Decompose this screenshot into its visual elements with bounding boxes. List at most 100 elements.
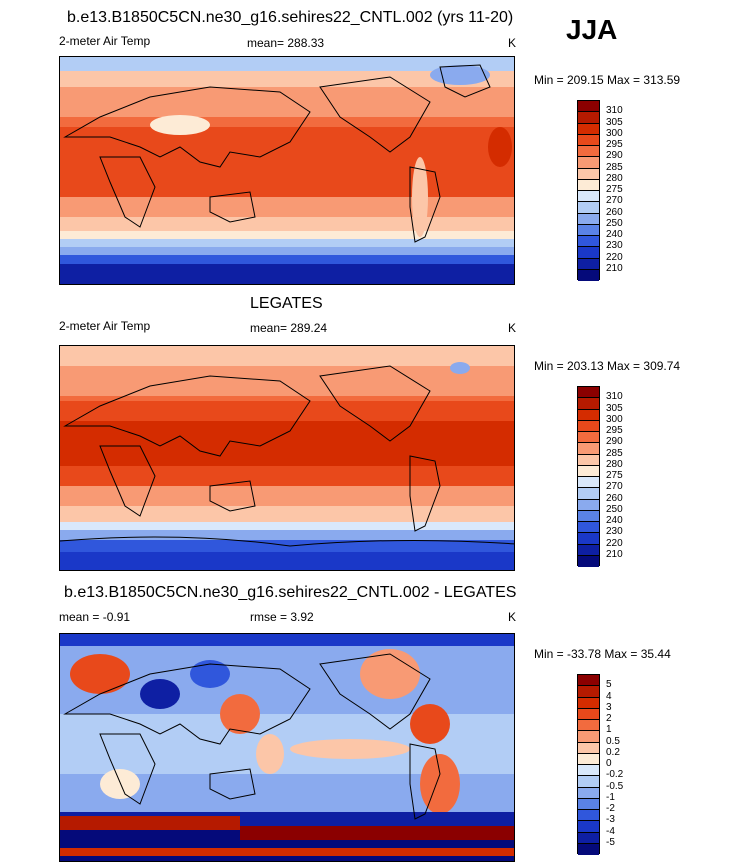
colorbar-label: 220 — [606, 537, 623, 549]
colorbar-label: 260 — [606, 492, 623, 504]
colorbar-label: 250 — [606, 217, 623, 229]
panel-3-swatch — [578, 720, 599, 732]
panel-2-swatch — [578, 387, 599, 399]
panel-1-swatch — [578, 269, 599, 281]
panel-2-swatch — [578, 398, 599, 410]
panel-2-swatch — [578, 432, 599, 444]
panel-3-units: K — [508, 610, 517, 624]
panel-3-swatch — [578, 798, 599, 810]
panel-3-title: b.e13.B1850C5CN.ne30_g16.sehires22_CNTL.… — [64, 584, 517, 601]
colorbar-label: 290 — [606, 436, 623, 448]
colorbar-label: 290 — [606, 150, 623, 162]
panel-1-swatch — [578, 213, 599, 225]
panel-2-map — [59, 345, 515, 571]
panel-3-rmse: rmse = 3.92 — [250, 610, 314, 624]
panel-3-map — [59, 633, 515, 862]
panel-3-swatch — [578, 843, 599, 855]
panel-1-minmax: Min = 209.15 Max = 313.59 — [534, 73, 681, 87]
panel-1-swatch — [578, 191, 599, 203]
season-label: JJA — [566, 14, 618, 45]
panel-2-swatch — [578, 465, 599, 477]
panel-1-swatch — [578, 123, 599, 135]
colorbar-label: 270 — [606, 195, 623, 207]
panel-1-map-field — [60, 57, 514, 284]
panel-1-units: K — [508, 36, 517, 50]
colorbar-label: 285 — [606, 447, 623, 459]
colorbar-label: 310 — [606, 391, 623, 403]
panel-2-colorbar — [577, 386, 600, 567]
panel-2-swatch — [578, 488, 599, 500]
colorbar-label: -0.5 — [606, 780, 624, 792]
panel-3-swatch — [578, 731, 599, 743]
panel-3-colorbar — [577, 674, 600, 855]
panel-1-swatch — [578, 134, 599, 146]
panel-1-swatch — [578, 236, 599, 248]
panel-2-mean: mean= 289.24 — [250, 321, 328, 335]
panel-3-mean: mean = -0.91 — [59, 610, 131, 624]
colorbar-label: 280 — [606, 458, 623, 470]
colorbar-label: 300 — [606, 413, 623, 425]
colorbar-label: 230 — [606, 526, 623, 538]
panel-1-swatch — [578, 146, 599, 158]
colorbar-label: 295 — [606, 139, 623, 150]
panel-2-swatch — [578, 443, 599, 455]
panel-2-swatch — [578, 454, 599, 466]
colorbar-label: 230 — [606, 240, 623, 252]
panel-2-swatch — [578, 499, 599, 511]
colorbar-label: 300 — [606, 127, 623, 139]
colorbar-label: 210 — [606, 262, 623, 274]
colorbar-label: 3 — [606, 701, 612, 713]
panel-2-map-field — [60, 346, 514, 570]
panel-1-swatch — [578, 179, 599, 191]
panel-3-swatch — [578, 742, 599, 754]
panel-3-swatch — [578, 697, 599, 709]
panel-3-swatch — [578, 787, 599, 799]
panel-2-swatch — [578, 420, 599, 432]
panel-1-colorbar — [577, 100, 600, 281]
panel-2-swatch — [578, 409, 599, 421]
colorbar-label: 310 — [606, 105, 623, 117]
colorbar-label: 4 — [606, 690, 612, 702]
colorbar-label: 0 — [606, 758, 612, 769]
panel-2-swatch — [578, 544, 599, 556]
colorbar-label: 220 — [606, 251, 623, 263]
panel-1-swatch — [578, 168, 599, 180]
panel-1-title: b.e13.B1850C5CN.ne30_g16.sehires22_CNTL.… — [67, 9, 514, 26]
colorbar-label: -5 — [606, 836, 615, 848]
panel-1-swatch — [578, 101, 599, 113]
panel-1-mean: mean= 288.33 — [247, 36, 325, 50]
panel-2-swatch — [578, 555, 599, 567]
colorbar-label: 260 — [606, 206, 623, 218]
panel-2-swatch — [578, 522, 599, 534]
panel-1-swatch — [578, 224, 599, 236]
colorbar-label: 0.2 — [606, 746, 620, 758]
colorbar-label: 0.5 — [606, 735, 620, 747]
colorbar-label: 305 — [606, 402, 623, 414]
colorbar-label: 280 — [606, 172, 623, 184]
panel-1-swatch — [578, 112, 599, 124]
panel-3-swatch — [578, 832, 599, 844]
colorbar-label: -0.2 — [606, 769, 624, 781]
colorbar-label: -1 — [606, 791, 615, 803]
colorbar-label: 240 — [606, 515, 623, 526]
colorbar-label: 295 — [606, 425, 623, 436]
panel-2-minmax: Min = 203.13 Max = 309.74 — [534, 359, 681, 373]
colorbar-label: 270 — [606, 481, 623, 493]
panel-3-swatch — [578, 708, 599, 720]
panel-2-units: K — [508, 321, 517, 335]
colorbar-label: -4 — [606, 825, 615, 837]
colorbar-label: 5 — [606, 679, 612, 691]
panel-3-map-field — [60, 634, 514, 861]
panel-3-minmax: Min = -33.78 Max = 35.44 — [534, 647, 671, 661]
panel-2-swatch — [578, 477, 599, 489]
panel-1-swatch — [578, 247, 599, 259]
panel-3-swatch — [578, 753, 599, 765]
panel-3-swatch — [578, 686, 599, 698]
colorbar-label: 275 — [606, 184, 623, 195]
panel-1-swatch — [578, 258, 599, 270]
colorbar-label: 250 — [606, 503, 623, 515]
panel-2-variable: 2-meter Air Temp — [59, 319, 151, 333]
panel-3-swatch — [578, 765, 599, 777]
panel-1-variable: 2-meter Air Temp — [59, 34, 151, 48]
panel-2-swatch — [578, 510, 599, 522]
